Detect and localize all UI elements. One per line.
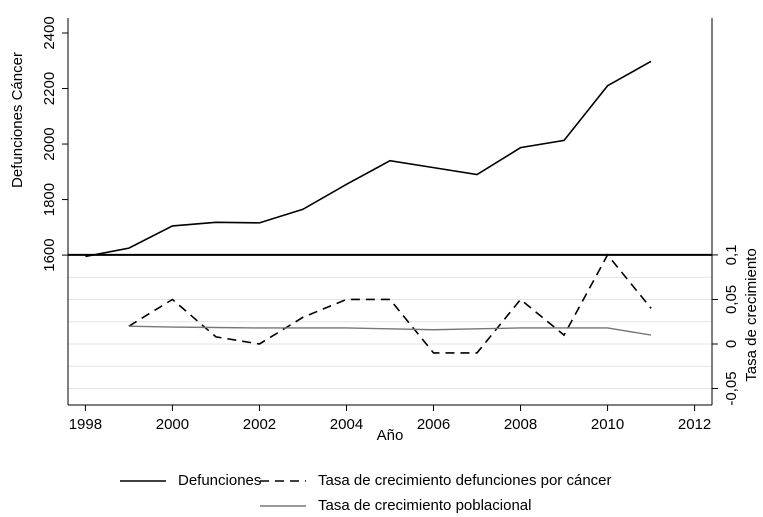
y-tick-label: 2000 — [41, 127, 58, 160]
series-line — [128, 325, 652, 336]
y-tick-label: 2400 — [41, 16, 58, 49]
y-tick-label: 2200 — [41, 72, 58, 105]
x-axis-label: Año — [377, 427, 404, 444]
x-tick-label: 2000 — [156, 416, 189, 433]
y2-tick-label: 0,05 — [723, 285, 740, 314]
x-tick-label: 2008 — [504, 416, 537, 433]
y-tick-label: 1800 — [41, 183, 58, 216]
y2-tick-label: 0 — [723, 340, 740, 348]
legend-label: Defunciones — [178, 472, 261, 489]
y2-tick-label: -0,05 — [723, 371, 740, 405]
y2-tick-label: 0,1 — [723, 244, 740, 265]
legend-label: Tasa de crecimiento poblacional — [318, 497, 531, 514]
x-tick-label: 1998 — [69, 416, 102, 433]
series-line — [128, 253, 652, 354]
y-axis-label: Defunciones Cáncer — [9, 52, 26, 188]
x-tick-label: 2002 — [243, 416, 276, 433]
series-line — [85, 60, 652, 258]
x-tick-label: 2004 — [330, 416, 363, 433]
y2-axis-label: Tasa de crecimiento — [743, 248, 760, 381]
x-tick-label: 2012 — [678, 416, 711, 433]
x-tick-label: 2010 — [591, 416, 624, 433]
x-tick-label: 2006 — [417, 416, 450, 433]
y-tick-label: 1600 — [41, 238, 58, 271]
legend-label: Tasa de crecimiento defunciones por cánc… — [318, 472, 612, 489]
